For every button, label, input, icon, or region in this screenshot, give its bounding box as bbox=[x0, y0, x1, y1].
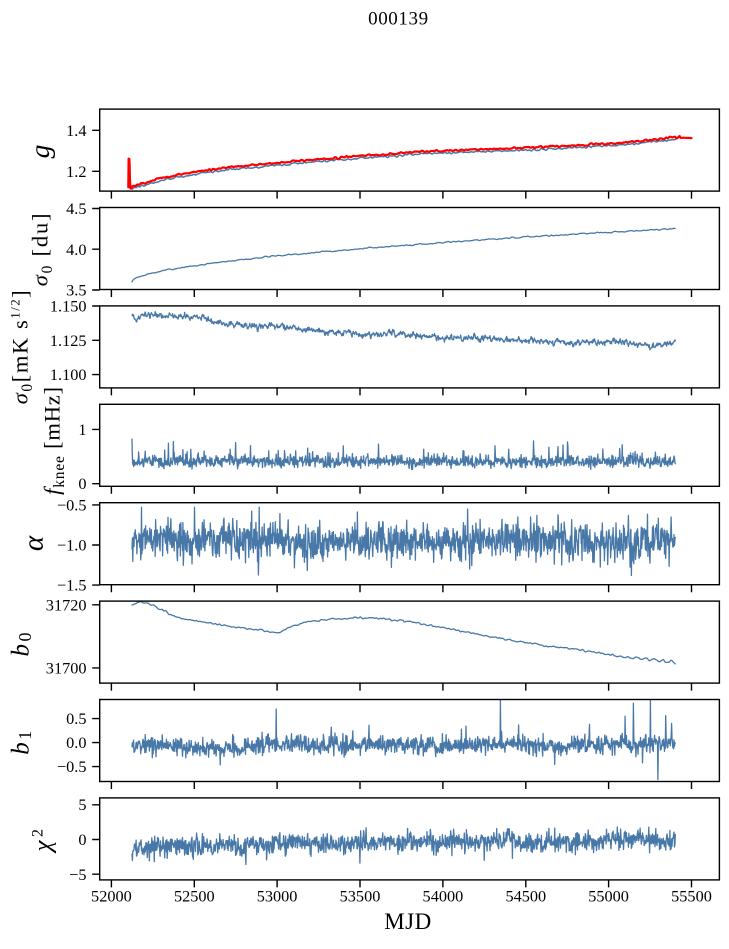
svg-text:g: g bbox=[24, 145, 55, 159]
svg-text:52000: 52000 bbox=[91, 887, 132, 906]
svg-text:54500: 54500 bbox=[505, 887, 546, 906]
svg-text:−1.5: −1.5 bbox=[57, 576, 87, 595]
svg-text:1.125: 1.125 bbox=[50, 331, 87, 350]
svg-text:σ0 [du]: σ0 [du] bbox=[28, 212, 57, 287]
svg-text:1: 1 bbox=[78, 420, 86, 439]
svg-text:5: 5 bbox=[78, 795, 86, 814]
svg-text:α: α bbox=[18, 535, 50, 551]
svg-text:4.0: 4.0 bbox=[66, 240, 86, 259]
svg-text:31700: 31700 bbox=[46, 658, 87, 677]
svg-text:3.5: 3.5 bbox=[66, 281, 86, 300]
svg-text:χ2: χ2 bbox=[30, 826, 57, 854]
svg-text:1.2: 1.2 bbox=[66, 162, 86, 181]
svg-text:0.5: 0.5 bbox=[66, 709, 86, 728]
svg-text:31720: 31720 bbox=[46, 595, 87, 614]
svg-text:−0.5: −0.5 bbox=[57, 757, 87, 776]
svg-text:52500: 52500 bbox=[174, 887, 215, 906]
svg-text:−5: −5 bbox=[69, 865, 86, 884]
svg-text:1.100: 1.100 bbox=[50, 365, 87, 384]
svg-text:−1.0: −1.0 bbox=[57, 536, 87, 555]
svg-text:0: 0 bbox=[78, 830, 86, 849]
svg-text:54000: 54000 bbox=[423, 887, 464, 906]
svg-text:b1: b1 bbox=[8, 728, 36, 755]
svg-text:53000: 53000 bbox=[257, 887, 298, 906]
svg-text:1.150: 1.150 bbox=[50, 297, 87, 316]
svg-text:53500: 53500 bbox=[340, 887, 381, 906]
svg-text:000139: 000139 bbox=[368, 9, 429, 30]
svg-text:1.4: 1.4 bbox=[66, 121, 86, 140]
svg-text:σ0[mK s1/2]: σ0[mK s1/2] bbox=[8, 289, 37, 405]
svg-text:0.0: 0.0 bbox=[66, 733, 86, 752]
svg-text:55000: 55000 bbox=[588, 887, 629, 906]
svg-text:b0: b0 bbox=[8, 630, 36, 657]
svg-text:MJD: MJD bbox=[384, 909, 432, 934]
svg-text:fknee [mHz]: fknee [mHz] bbox=[40, 386, 69, 495]
svg-text:4.5: 4.5 bbox=[66, 199, 86, 218]
svg-text:55500: 55500 bbox=[671, 887, 712, 906]
svg-text:−0.5: −0.5 bbox=[57, 495, 87, 514]
svg-text:0: 0 bbox=[78, 474, 86, 493]
